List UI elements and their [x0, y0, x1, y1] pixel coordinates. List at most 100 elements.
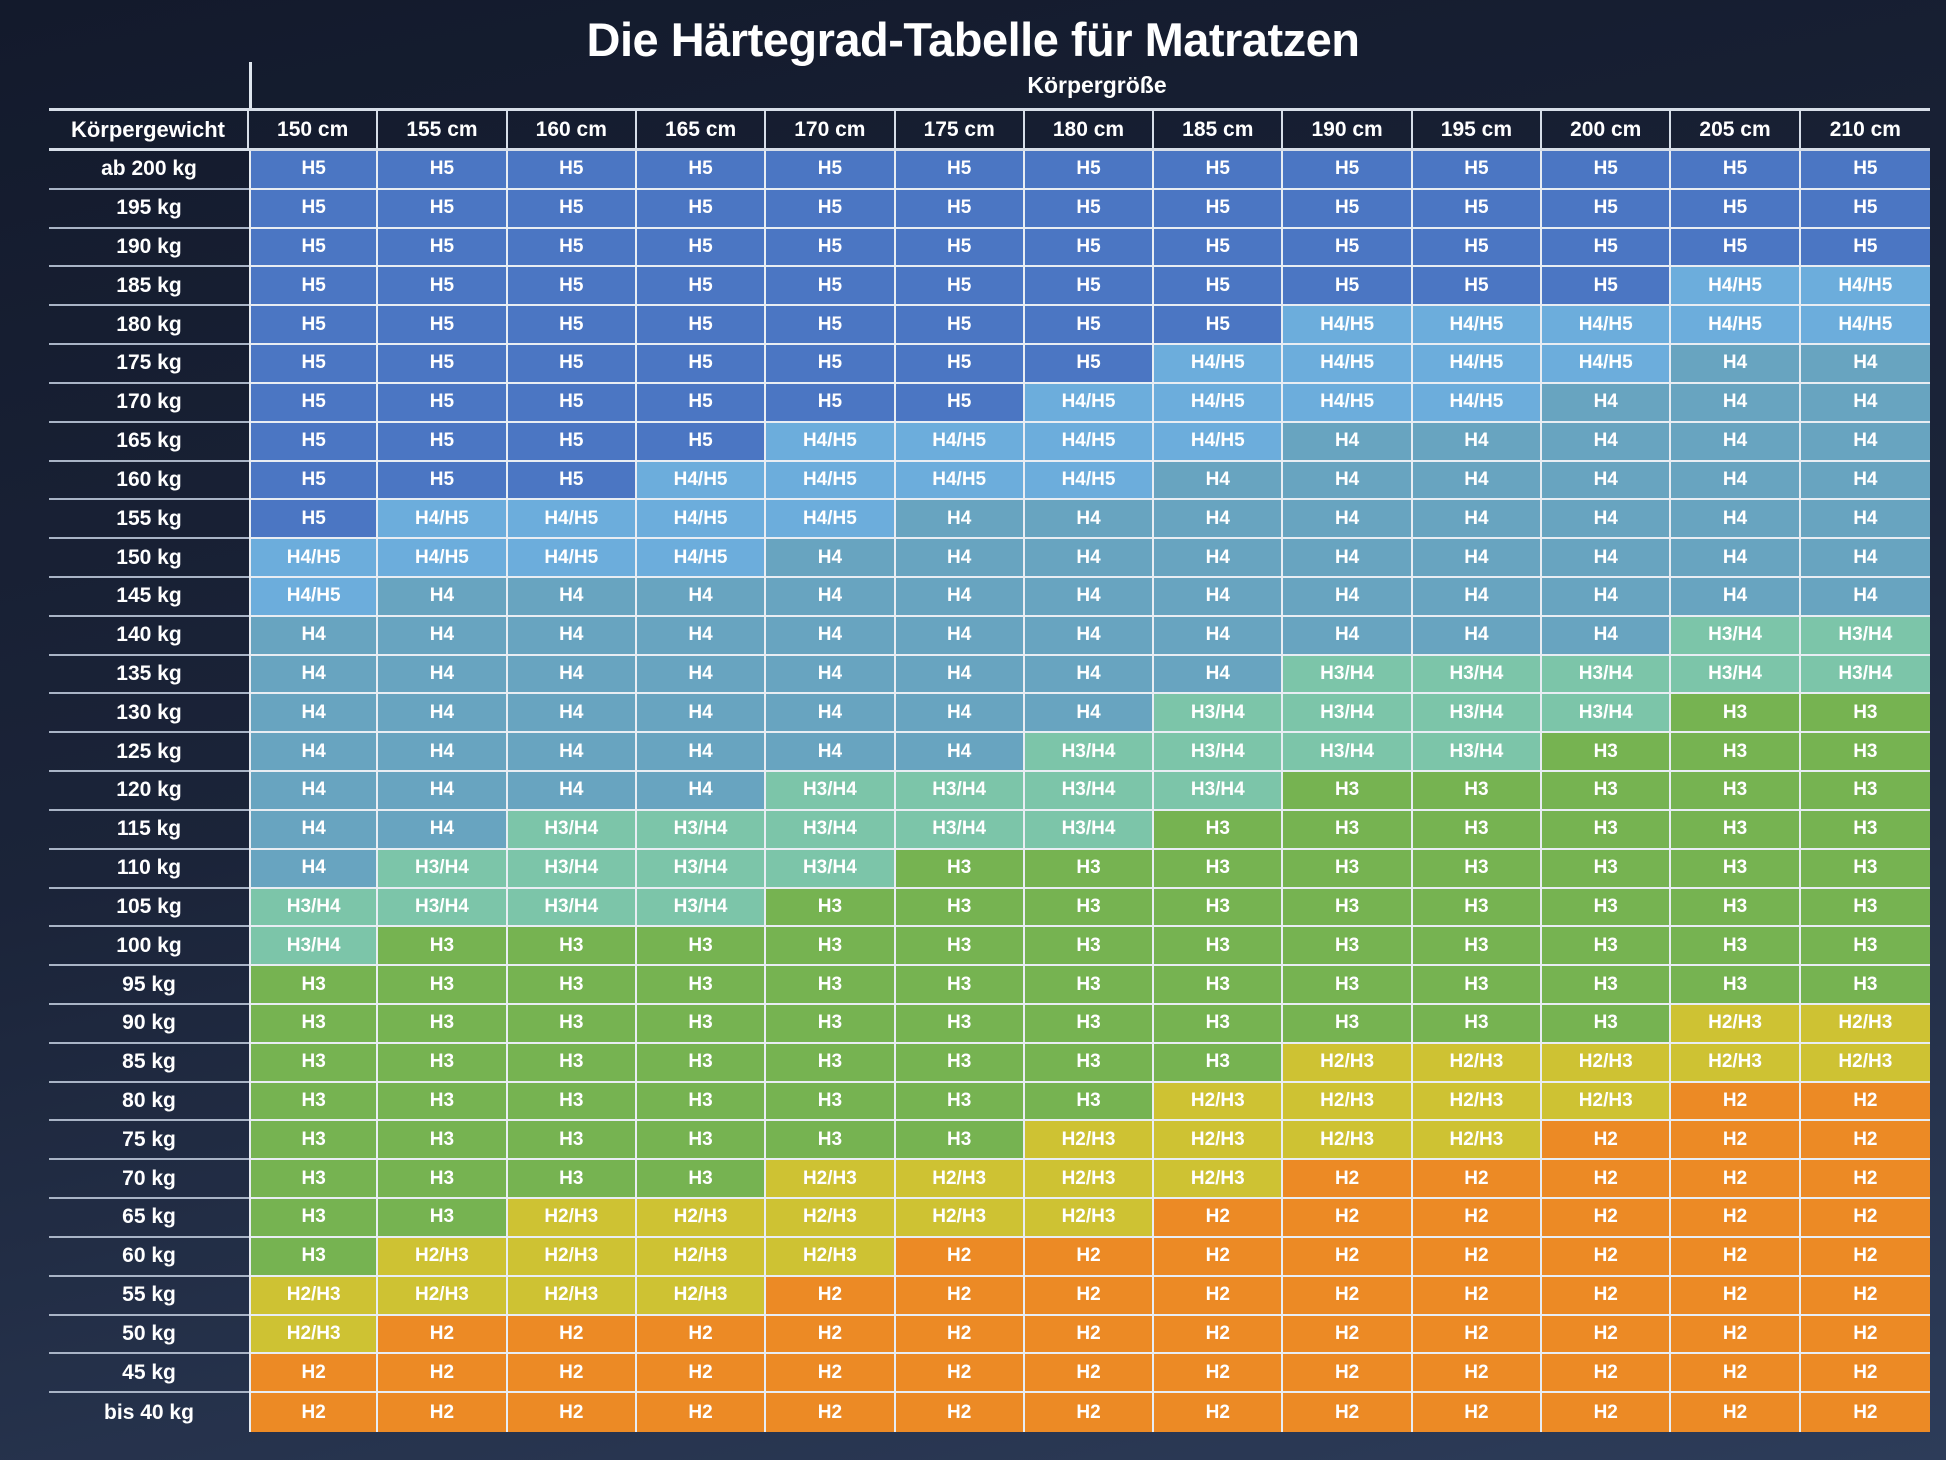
row-label: 135 kg	[49, 656, 249, 695]
grid-cell: H5	[766, 228, 896, 268]
grid-cell: H2	[378, 1393, 508, 1432]
grid-cell: H4/H5	[895, 422, 1025, 462]
grid-cell: H3	[249, 1004, 379, 1044]
grid-cell: H3	[1412, 966, 1543, 1005]
grid-cell: H4	[766, 616, 896, 656]
row-label: 190 kg	[49, 229, 249, 268]
grid-cell: H5	[1412, 228, 1543, 268]
grid-cell: H5	[249, 422, 379, 462]
grid-cell: H4/H5	[1024, 383, 1155, 423]
grid-cell: H3	[1283, 927, 1413, 967]
grid-cell: H3	[895, 1082, 1025, 1122]
col-header: 205 cm	[1671, 108, 1801, 151]
grid-cell: H4/H5	[507, 500, 637, 540]
grid-cell: H4	[766, 539, 896, 578]
grid-cell: H4	[1024, 577, 1155, 617]
grid-cell: H5	[1671, 228, 1801, 268]
grid-cell: H2	[1671, 1082, 1801, 1122]
grid-cell: H2/H3	[1542, 1082, 1672, 1122]
grid-cell: H5	[378, 151, 508, 190]
grid-cell: H2	[1283, 1393, 1413, 1432]
grid-cell: H3	[1154, 888, 1284, 928]
row-label: 155 kg	[49, 500, 249, 540]
grid-cell: H4	[1412, 577, 1543, 617]
col-header: 175 cm	[895, 108, 1025, 151]
grid-cell: H3	[1412, 772, 1543, 811]
grid-cell: H5	[1024, 267, 1155, 307]
grid-cell: H4/H5	[249, 577, 379, 617]
grid-cell: H5	[1024, 151, 1155, 190]
grid-cell: H4	[249, 655, 379, 695]
grid-cell: H4	[1800, 500, 1930, 540]
grid-cell: H4	[636, 733, 767, 773]
grid-cell: H2	[636, 1354, 767, 1394]
grid-cell: H4/H5	[1671, 306, 1801, 346]
grid-cell: H4/H5	[1412, 345, 1543, 384]
grid-cell: H2	[378, 1315, 508, 1355]
grid-cell: H3	[1154, 927, 1284, 967]
grid-cell: H3	[766, 966, 896, 1005]
grid-cell: H5	[249, 500, 379, 540]
grid-cell: H2/H3	[766, 1160, 896, 1200]
grid-cell: H5	[507, 422, 637, 462]
grid-cell: H2	[1800, 1276, 1930, 1316]
grid-cell: H4	[1283, 577, 1413, 617]
grid-cell: H5	[1024, 306, 1155, 346]
grid-cell: H2	[766, 1276, 896, 1316]
grid-cell: H2	[1154, 1315, 1284, 1355]
grid-cell: H3	[507, 1160, 637, 1200]
grid-cell: H4	[1154, 500, 1284, 540]
grid-cell: H3	[1154, 1004, 1284, 1044]
grid-cell: H4	[1283, 539, 1413, 578]
grid-cell: H3	[507, 1004, 637, 1044]
grid-cell: H4	[249, 616, 379, 656]
grid-cell: H3	[1412, 888, 1543, 928]
grid-cell: H4	[636, 616, 767, 656]
grid-cell: H2	[249, 1354, 379, 1394]
grid-cell: H2	[507, 1354, 637, 1394]
grid-cell: H3	[249, 966, 379, 1005]
grid-cell: H2	[1800, 1393, 1930, 1432]
grid-cell: H3	[1024, 927, 1155, 967]
grid-cell: H4	[1283, 500, 1413, 540]
grid-cell: H5	[249, 151, 379, 190]
grid-cell: H4	[895, 577, 1025, 617]
col-header: 195 cm	[1412, 108, 1543, 151]
grid-cell: H3	[378, 1004, 508, 1044]
grid-cell: H3/H4	[507, 888, 637, 928]
grid-cell: H2	[1671, 1199, 1801, 1238]
grid-cell: H3/H4	[378, 849, 508, 889]
grid-cell: H5	[249, 228, 379, 268]
grid-cell: H2	[1154, 1354, 1284, 1394]
grid-cell: H3/H4	[1671, 616, 1801, 656]
grid-cell: H3	[1154, 810, 1284, 850]
grid-cell: H4	[636, 577, 767, 617]
grid-cell: H2	[1542, 1121, 1672, 1161]
grid-cell: H4	[1800, 461, 1930, 501]
grid-cell: H3	[1024, 888, 1155, 928]
grid-cell: H2/H3	[1024, 1160, 1155, 1200]
grid-cell: H4	[1800, 539, 1930, 578]
grid-cell: H3	[249, 1160, 379, 1200]
grid-cell: H4	[507, 733, 637, 773]
grid-cell: H3/H4	[1800, 616, 1930, 656]
row-label: 100 kg	[49, 927, 249, 967]
col-header: 170 cm	[766, 108, 896, 151]
grid-cell: H5	[895, 306, 1025, 346]
grid-cell: H3	[249, 1121, 379, 1161]
grid-cell: H2	[1412, 1315, 1543, 1355]
grid-cell: H5	[507, 228, 637, 268]
grid-cell: H4	[895, 655, 1025, 695]
grid-cell: H4	[636, 655, 767, 695]
grid-cell: H2	[1024, 1354, 1155, 1394]
grid-cell: H4	[1154, 539, 1284, 578]
grid-cell: H3/H4	[1024, 810, 1155, 850]
grid-cell: H5	[895, 228, 1025, 268]
grid-cell: H5	[636, 383, 767, 423]
grid-cell: H2	[1412, 1354, 1543, 1394]
grid-cell: H3	[1412, 810, 1543, 850]
grid-cell: H2	[1542, 1276, 1672, 1316]
grid-cell: H4/H5	[1671, 267, 1801, 307]
grid-cell: H3	[1800, 849, 1930, 889]
grid-cell: H3	[378, 1160, 508, 1200]
